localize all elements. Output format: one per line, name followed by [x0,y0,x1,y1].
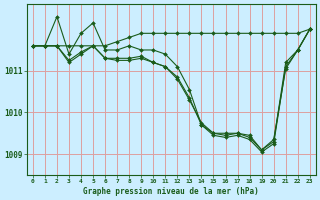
X-axis label: Graphe pression niveau de la mer (hPa): Graphe pression niveau de la mer (hPa) [84,187,259,196]
